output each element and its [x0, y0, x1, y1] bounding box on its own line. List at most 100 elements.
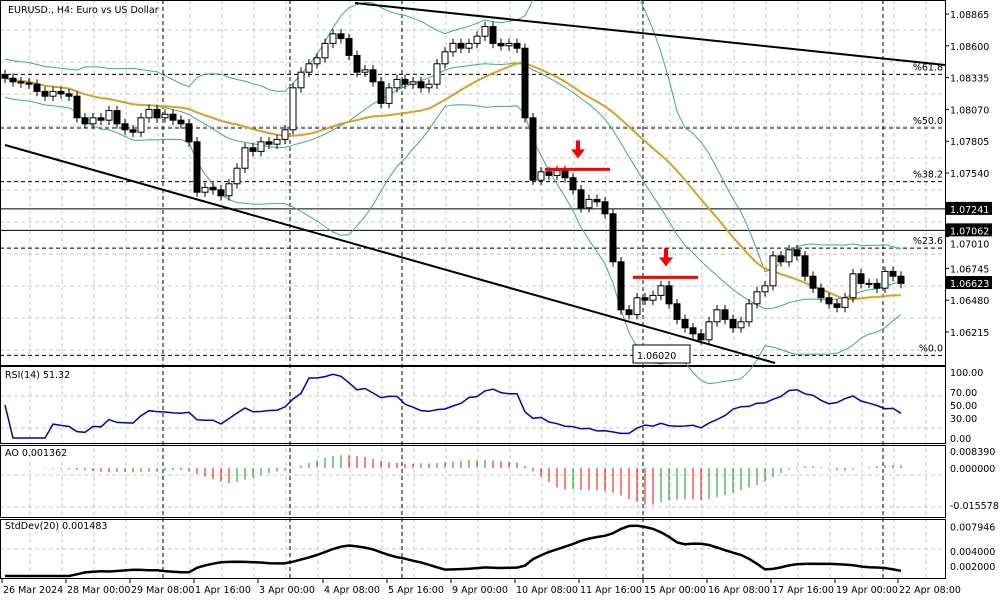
candle-body: [609, 213, 617, 263]
candle-body: [729, 318, 737, 329]
candle: [257, 137, 265, 157]
candle-body: [657, 285, 665, 296]
candle-body: [129, 129, 137, 133]
ao-tick-label: 0.000000: [950, 464, 995, 475]
candle: [761, 281, 769, 297]
candle-body: [281, 129, 289, 140]
price-panel[interactable]: %61.8 %50.0 %38.2 %23.6 %0.0 1.06020: [0, 0, 946, 385]
candle: [537, 167, 545, 185]
rsi-line: [4, 373, 902, 439]
candle: [65, 89, 73, 101]
candle: [17, 77, 25, 88]
candle-body: [761, 285, 769, 293]
candle-body: [577, 189, 585, 209]
candle-body: [697, 333, 705, 341]
candle-body: [89, 117, 97, 125]
candle-body: [345, 38, 353, 56]
candle: [569, 173, 577, 195]
down-arrow-icon: [659, 248, 673, 267]
candle-body: [353, 54, 361, 73]
price-label-box: [946, 276, 992, 290]
candle-body: [177, 119, 185, 125]
y-tick-label: 1.06215: [950, 328, 989, 339]
candle-body: [145, 108, 153, 119]
candle: [513, 38, 521, 53]
price-label: 1.07062: [950, 226, 989, 237]
candle: [121, 119, 129, 135]
indicator-panels[interactable]: [4, 373, 902, 578]
candle: [489, 21, 497, 49]
candle: [633, 293, 641, 320]
candle-body: [289, 87, 297, 131]
candle: [785, 245, 793, 267]
candle-body: [825, 297, 833, 305]
rsi-tick-label: 0.00: [950, 434, 971, 445]
candle-body: [777, 255, 785, 263]
candle: [697, 329, 705, 345]
ao-label: AO 0.001362: [5, 448, 67, 459]
candle: [409, 77, 417, 89]
candle-body: [561, 170, 569, 179]
rsi-tick-label: 30.00: [950, 414, 977, 425]
candle: [881, 266, 889, 293]
candle: [801, 251, 809, 281]
candle: [657, 281, 665, 301]
candle-body: [297, 71, 305, 89]
candle-body: [393, 78, 401, 89]
candle-body: [809, 275, 817, 289]
candle-body: [481, 26, 489, 37]
candle-body: [9, 77, 17, 83]
candle: [833, 299, 841, 313]
candle: [577, 185, 585, 213]
candle-body: [161, 113, 169, 119]
candle: [169, 109, 177, 125]
candle: [481, 21, 489, 41]
x-tick-label: 15 Apr 00:00: [644, 585, 706, 596]
candle: [417, 77, 425, 93]
rsi-label: RSI(14) 51.32: [5, 370, 70, 381]
rsi-tick-label: 100.00: [950, 368, 983, 379]
stddev-tick-label: 0.007946: [950, 522, 995, 533]
candle: [369, 65, 377, 87]
candle: [649, 290, 657, 305]
candle-body: [201, 186, 209, 193]
candle-body: [457, 42, 465, 49]
axes: 1.08865 1.08600 1.08335 1.08070 1.07805 1.075…: [1, 10, 999, 596]
candle: [321, 38, 329, 63]
candle-body: [417, 81, 425, 89]
candle: [809, 271, 817, 293]
candle: [273, 134, 281, 149]
candle: [145, 104, 153, 123]
candle: [641, 293, 649, 305]
candle: [209, 182, 217, 195]
x-tick-label: 22 Apr 08:00: [899, 585, 961, 596]
candle: [497, 38, 505, 51]
fib-level-label: %50.0: [913, 116, 943, 127]
candle: [617, 257, 625, 315]
candle-body: [65, 93, 73, 97]
stddev-line: [5, 524, 902, 578]
rsi-tick-label: 70.00: [950, 388, 977, 399]
x-tick-label: 16 Apr 08:00: [708, 585, 770, 596]
candle: [137, 113, 145, 137]
candle-body: [745, 303, 753, 323]
candle: [433, 59, 441, 89]
candle-body: [273, 138, 281, 145]
candle: [201, 182, 209, 197]
candle-body: [649, 294, 657, 301]
grid: [0, 0, 946, 579]
candle: [705, 317, 713, 345]
chart-title: EURUSD., H4: Euro vs US Dollar: [8, 5, 159, 16]
candle-body: [321, 42, 329, 59]
x-tick-label: 17 Apr 16:00: [772, 585, 834, 596]
candle-body: [425, 83, 433, 89]
candle: [313, 53, 321, 69]
candle-body: [681, 318, 689, 329]
candle-body: [377, 81, 385, 104]
x-tick-label: 3 Apr 00:00: [259, 585, 315, 596]
candle-body: [449, 42, 457, 53]
candle: [9, 73, 17, 87]
candle: [377, 77, 385, 109]
trendline-upper: [354, 2, 946, 66]
